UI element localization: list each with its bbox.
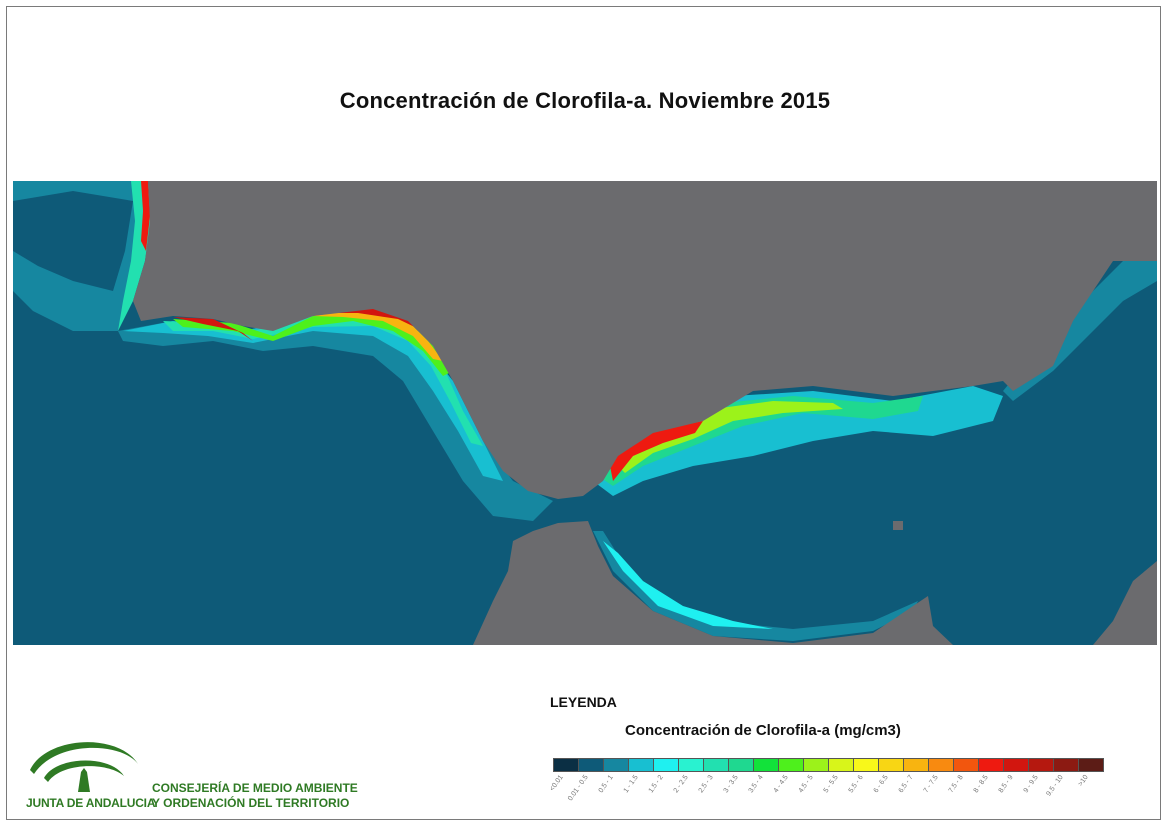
legend-class-label: 6 - 6.5 xyxy=(872,774,890,795)
legend-class-label: 4.5 - 5 xyxy=(797,774,815,795)
legend-swatch xyxy=(554,759,579,771)
legend-swatch xyxy=(829,759,854,771)
legend-class-label: 0.01 - 0.5 xyxy=(567,774,590,803)
alboran-red xyxy=(608,421,703,481)
legend-swatch xyxy=(854,759,879,771)
legend-class-label: 0.5 - 1 xyxy=(597,774,615,795)
legend-swatch xyxy=(779,759,804,771)
legend-swatch xyxy=(629,759,654,771)
department-line-1: CONSEJERÍA DE MEDIO AMBIENTE xyxy=(152,781,358,795)
legend-class-label: 9.5 - 10 xyxy=(1045,774,1065,798)
legend-swatch xyxy=(654,759,679,771)
legend-class-label: 9 - 9.5 xyxy=(1022,774,1040,795)
legend-swatch xyxy=(729,759,754,771)
atlantic-nw-inner xyxy=(13,191,133,291)
map-frame xyxy=(6,6,1161,820)
legend-class-label: 8.5 - 9 xyxy=(997,774,1015,795)
legend-swatch xyxy=(579,759,604,771)
logo-column xyxy=(78,768,90,792)
legend-class-label: 5.5 - 6 xyxy=(847,774,865,795)
gulf-cadiz-inner-band xyxy=(123,311,503,481)
legend-class-label: >10 xyxy=(1077,774,1090,788)
legend-class-label: 3 - 3.5 xyxy=(722,774,740,795)
morocco-coast-bright xyxy=(603,541,773,629)
portugal-coast-hot xyxy=(141,181,150,251)
island-marker xyxy=(893,521,903,530)
legend-swatch xyxy=(804,759,829,771)
morocco-coast-band xyxy=(593,531,918,641)
legend-swatch xyxy=(604,759,629,771)
iberia-land xyxy=(133,181,1157,499)
legend-class-label: 3.5 - 4 xyxy=(747,774,765,795)
legend-swatch xyxy=(954,759,979,771)
legend-subtitle: Concentración de Clorofila-a (mg/cm3) xyxy=(625,722,901,739)
logo-name: JUNTA DE ANDALUCIA xyxy=(26,796,156,810)
legend-swatch xyxy=(754,759,779,771)
legend-swatch xyxy=(1004,759,1029,771)
legend-swatch xyxy=(904,759,929,771)
junta-andalucia-logo xyxy=(30,742,138,792)
legend-class-label: 7 - 7.5 xyxy=(922,774,940,795)
chlorophyll-map xyxy=(13,181,1157,645)
legend-swatch xyxy=(1079,759,1103,771)
legend-class-label: 1 - 1.5 xyxy=(622,774,640,795)
department-name: CONSEJERÍA DE MEDIO AMBIENTE Y ORDENACIÓ… xyxy=(152,781,358,811)
legend-class-label: 1.5 - 2 xyxy=(647,774,665,795)
gulf-cadiz-high-band xyxy=(173,309,453,376)
legend-class-label: 2.5 - 3 xyxy=(697,774,715,795)
algeria-land xyxy=(1093,561,1157,645)
legend-color-bar xyxy=(553,758,1104,772)
legend-swatch xyxy=(929,759,954,771)
morocco-land xyxy=(473,521,953,645)
legend-swatch xyxy=(979,759,1004,771)
legend-class-label: 4 - 4.5 xyxy=(772,774,790,795)
legend-heading: LEYENDA xyxy=(550,694,617,710)
legend-swatch xyxy=(1054,759,1079,771)
legend-class-label: 5 - 5.5 xyxy=(822,774,840,795)
legend-swatch xyxy=(704,759,729,771)
logo-arc-outer xyxy=(30,742,138,774)
legend-swatch xyxy=(879,759,904,771)
legend-class-label: 8 - 8.5 xyxy=(972,774,990,795)
legend-swatch xyxy=(679,759,704,771)
legend-swatch xyxy=(1029,759,1054,771)
map-title: Concentración de Clorofila-a. Noviembre … xyxy=(339,88,831,113)
legend-class-label: 7.5 - 8 xyxy=(947,774,965,795)
legend-class-label: 2 - 2.5 xyxy=(672,774,690,795)
department-line-2: Y ORDENACIÓN DEL TERRITORIO xyxy=(152,796,350,810)
legend-class-label: 6.5 - 7 xyxy=(897,774,915,795)
logo-arc-inner xyxy=(44,760,124,782)
